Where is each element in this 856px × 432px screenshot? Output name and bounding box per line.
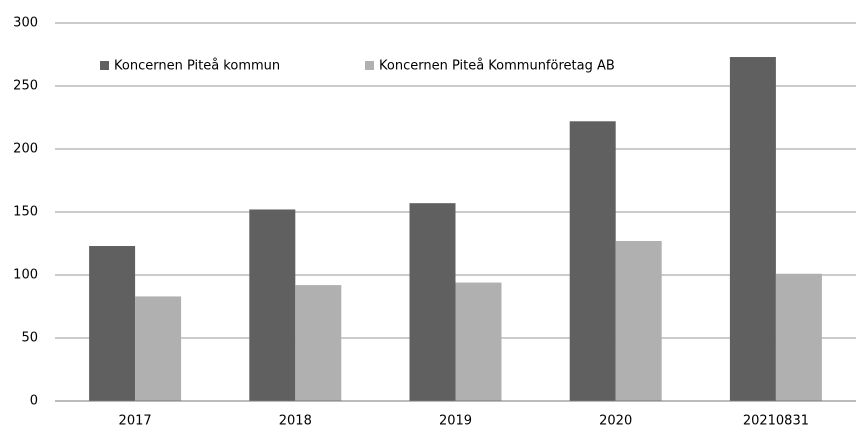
bar [729, 57, 776, 402]
x-tick-label: 2018 [279, 414, 312, 429]
bar [135, 296, 182, 401]
y-tick-label: 200 [13, 142, 38, 157]
y-tick-label: 300 [13, 16, 38, 31]
legend-label: Koncernen Piteå Kommunföretag AB [379, 59, 615, 74]
y-tick-label: 100 [13, 268, 38, 283]
x-tick-label: 20210831 [743, 414, 809, 429]
bar [775, 273, 822, 401]
legend-swatch [365, 61, 374, 70]
bar [249, 209, 296, 401]
bar [615, 240, 662, 401]
bar [89, 246, 136, 401]
bar [409, 203, 456, 401]
y-tick-label: 150 [13, 205, 38, 220]
y-tick-label: 0 [30, 394, 38, 409]
bar [455, 282, 502, 401]
legend-swatch [100, 61, 109, 70]
bar [295, 285, 342, 401]
bar [569, 121, 616, 401]
y-tick-label: 250 [13, 79, 38, 94]
x-tick-label: 2020 [599, 414, 632, 429]
x-tick-label: 2017 [119, 414, 152, 429]
x-tick-label: 2019 [439, 414, 472, 429]
y-tick-label: 50 [21, 331, 38, 346]
legend-label: Koncernen Piteå kommun [114, 59, 280, 74]
